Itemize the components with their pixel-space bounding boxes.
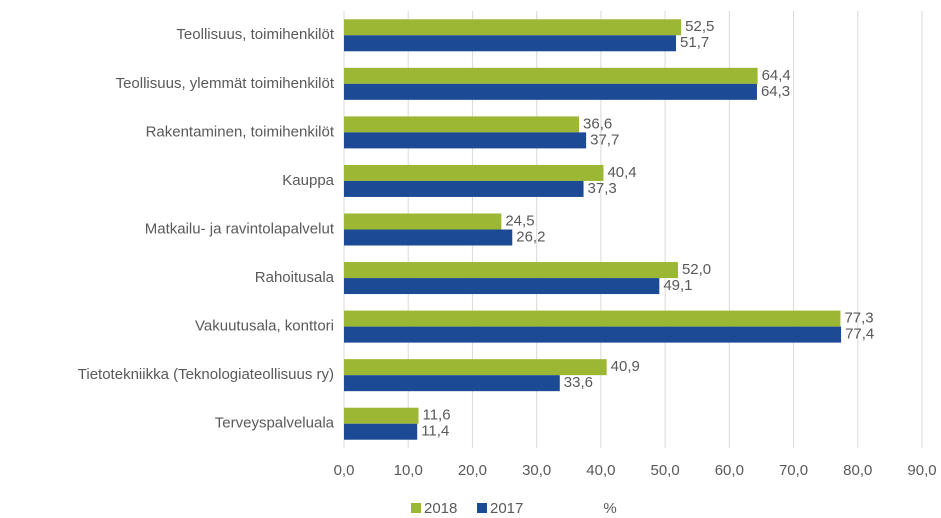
y-tick-label: Teollisuus, toimihenkilöt [176,26,334,43]
x-tick-label: 50,0 [651,462,680,479]
bar [344,116,580,133]
bar [344,326,842,343]
bar [344,83,757,100]
y-tick-label: Teollisuus, ylemmät toimihenkilöt [116,75,335,92]
value-label: 52,5 [685,18,714,35]
bar [344,407,419,424]
value-label: 64,4 [762,67,791,84]
legend-label: 2018 [424,500,457,517]
bar [344,164,604,181]
bar [344,180,584,197]
y-tick-label: Matkailu- ja ravintolapalvelut [145,220,335,237]
bar [344,375,560,392]
bar [344,310,841,327]
value-label: 77,4 [845,326,874,343]
value-label: 40,4 [607,164,636,181]
x-tick-label: 10,0 [394,462,423,479]
value-label: 77,3 [844,310,873,327]
value-label: 49,1 [663,277,692,294]
value-label: 52,0 [682,261,711,278]
y-tick-label: Vakuutusala, konttori [195,318,334,335]
bar [344,35,677,52]
legend-swatch [477,503,487,513]
value-label: 11,4 [421,423,449,440]
x-tick-label: 40,0 [586,462,615,479]
y-tick-label: Tietotekniikka (Teknologiateollisuus ry) [78,366,334,383]
value-label: 33,6 [564,374,593,391]
value-label: 24,5 [505,212,534,229]
bar [344,19,682,36]
x-tick-label: 60,0 [715,462,744,479]
x-tick-label: 70,0 [779,462,808,479]
bar [344,213,502,230]
y-tick-label: Rakentaminen, toimihenkilöt [146,123,335,140]
bar [344,423,418,440]
value-label: 11,6 [422,407,450,424]
bar [344,262,678,279]
y-tick-label: Terveyspalveluala [215,415,335,432]
value-label: 37,3 [588,180,617,197]
x-tick-label: 20,0 [458,462,487,479]
x-axis-label: % [603,500,616,517]
x-tick-label: 80,0 [843,462,872,479]
bar [344,67,758,84]
x-tick-label: 30,0 [522,462,551,479]
value-label: 64,3 [761,83,790,100]
legend-label: 2017 [490,500,523,517]
value-label: 37,7 [590,131,619,148]
x-tick-label: 90,0 [907,462,936,479]
y-tick-label: Rahoitusala [255,269,335,286]
x-tick-label: 0,0 [334,462,355,479]
value-label: 40,9 [611,358,640,375]
bar [344,278,660,295]
bar [344,359,607,376]
bar [344,132,587,149]
value-label: 36,6 [583,115,612,132]
bar [344,229,513,246]
y-tick-label: Kauppa [282,172,334,189]
value-label: 51,7 [680,34,709,51]
legend-swatch [411,503,421,513]
value-label: 26,2 [516,228,545,245]
